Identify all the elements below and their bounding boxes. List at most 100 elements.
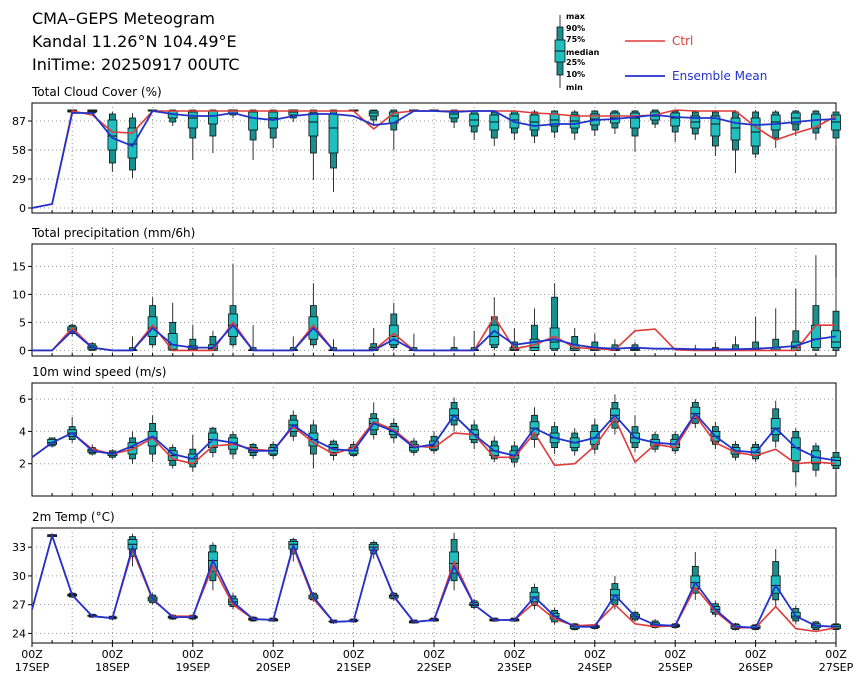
y-tick-label: 33 xyxy=(12,541,26,554)
box-iqr xyxy=(710,115,721,137)
y-tick-label: 58 xyxy=(12,144,26,157)
x-tick-label-date: 21SEP xyxy=(336,661,371,674)
x-tick-label-date: 23SEP xyxy=(497,661,532,674)
y-tick-label: 15 xyxy=(12,260,26,273)
x-tick-label-date: 18SEP xyxy=(95,661,130,674)
y-tick-label: 0 xyxy=(19,344,26,357)
x-tick-label-date: 25SEP xyxy=(658,661,693,674)
box-iqr xyxy=(207,110,218,125)
box-iqr xyxy=(831,330,841,348)
box-iqr xyxy=(328,113,339,154)
x-tick-label-hour: 00Z xyxy=(745,648,767,661)
x-tick-label-date: 26SEP xyxy=(738,661,773,674)
legend-mean-label: Ensemble Mean xyxy=(672,69,767,83)
x-tick-label-date: 22SEP xyxy=(417,661,452,674)
box-iqr xyxy=(388,324,399,346)
legend-ctrl-label: Ctrl xyxy=(672,34,693,48)
legend-box-label: 75% xyxy=(566,35,585,44)
x-tick-label-hour: 00Z xyxy=(343,648,365,661)
panel-2: 10m wind speed (m/s) 2 4 6 xyxy=(19,365,841,497)
box-iqr xyxy=(187,111,198,129)
box-iqr xyxy=(147,316,158,337)
x-tick-label-date: 20SEP xyxy=(256,661,291,674)
box-35 xyxy=(730,110,741,173)
y-tick-label: 0 xyxy=(19,202,26,215)
x-tick-label-date: 24SEP xyxy=(578,661,613,674)
box-iqr xyxy=(630,112,640,129)
y-tick-label: 4 xyxy=(19,425,26,438)
y-tick-label: 30 xyxy=(12,570,26,583)
panel-3: 2m Temp (°C) 24 27 30 33 xyxy=(12,510,841,644)
legend-box-label: min xyxy=(566,83,583,92)
chart-title: CMA–GEPS Meteogram xyxy=(32,9,215,28)
box-iqr xyxy=(770,418,781,436)
x-tick-label-date: 17SEP xyxy=(15,661,50,674)
y-tick-label: 27 xyxy=(12,599,26,612)
x-tick-label-hour: 00Z xyxy=(21,648,43,661)
legend-box-label: 25% xyxy=(566,58,585,67)
panels: Total Cloud Cover (%) 0 29 58 87 Total precip… xyxy=(12,85,841,644)
box-38 xyxy=(790,428,801,487)
legend-box-label: 90% xyxy=(566,24,585,33)
box-iqr xyxy=(670,112,681,127)
box-40 xyxy=(831,277,841,351)
y-tick-label: 29 xyxy=(12,173,26,186)
box-21 xyxy=(449,109,460,128)
y-tick-label: 24 xyxy=(12,627,26,640)
x-axis: 00Z17SEP00Z18SEP00Z19SEP00Z20SEP00Z21SEP… xyxy=(15,643,854,674)
panel-title: 10m wind speed (m/s) xyxy=(32,365,166,379)
box-38 xyxy=(790,110,801,136)
y-tick-label: 6 xyxy=(19,393,26,406)
box-iqr xyxy=(730,117,741,141)
y-tick-label: 2 xyxy=(19,458,26,471)
box-p10-p90 xyxy=(551,296,558,351)
x-tick-label-hour: 00Z xyxy=(182,648,204,661)
x-tick-label-hour: 00Z xyxy=(423,648,445,661)
x-tick-label-hour: 00Z xyxy=(262,648,284,661)
legend-box-label: median xyxy=(566,48,600,57)
box-iqr xyxy=(248,111,259,131)
legend-box-label: 10% xyxy=(566,70,585,79)
panel-title: Total Cloud Cover (%) xyxy=(31,85,162,99)
box-iqr xyxy=(127,127,138,159)
ensemble-mean-line xyxy=(32,323,837,352)
ctrl-line xyxy=(31,413,837,467)
ensemble-mean-line xyxy=(31,532,837,629)
panel-0: Total Cloud Cover (%) 0 29 58 87 xyxy=(12,85,841,215)
panel-1: Total precipitation (mm/6h) 0 5 10 15 xyxy=(12,226,841,357)
location-label: Kandal 11.26°N 104.49°E xyxy=(32,32,237,51)
x-tick-label-date: 27SEP xyxy=(819,661,854,674)
panel-frame xyxy=(31,527,837,644)
x-tick-label-hour: 00Z xyxy=(102,648,124,661)
ensemble-mean-line xyxy=(31,110,837,209)
box-4 xyxy=(107,112,118,172)
y-tick-label: 5 xyxy=(19,316,26,329)
box-27 xyxy=(569,110,580,140)
x-tick-label-hour: 00Z xyxy=(504,648,526,661)
box-32 xyxy=(670,110,681,142)
box-iqr xyxy=(308,112,319,137)
init-time-label: IniTime: 20250917 00UTC xyxy=(32,55,240,74)
panel-title: 2m Temp (°C) xyxy=(32,510,115,524)
box-3 xyxy=(87,109,98,114)
header: CMA–GEPS Meteogram Kandal 11.26°N 104.49… xyxy=(32,9,240,74)
box-33 xyxy=(690,110,701,140)
ensemble-mean-line xyxy=(31,412,837,462)
box-18 xyxy=(388,302,399,351)
box-23 xyxy=(489,297,500,351)
legend-box-label: max xyxy=(566,12,586,21)
box-17 xyxy=(368,109,379,126)
x-tick-label-hour: 00Z xyxy=(664,648,686,661)
box-36 xyxy=(750,110,761,158)
box-iqr xyxy=(107,119,118,151)
y-tick-label: 10 xyxy=(12,288,26,301)
x-tick-label-hour: 00Z xyxy=(584,648,606,661)
x-tick-label-hour: 00Z xyxy=(825,648,847,661)
box-iqr xyxy=(831,456,841,466)
box-8 xyxy=(187,109,198,160)
x-tick-label-date: 19SEP xyxy=(176,661,211,674)
box-14 xyxy=(308,109,319,180)
y-tick-label: 87 xyxy=(12,115,26,128)
